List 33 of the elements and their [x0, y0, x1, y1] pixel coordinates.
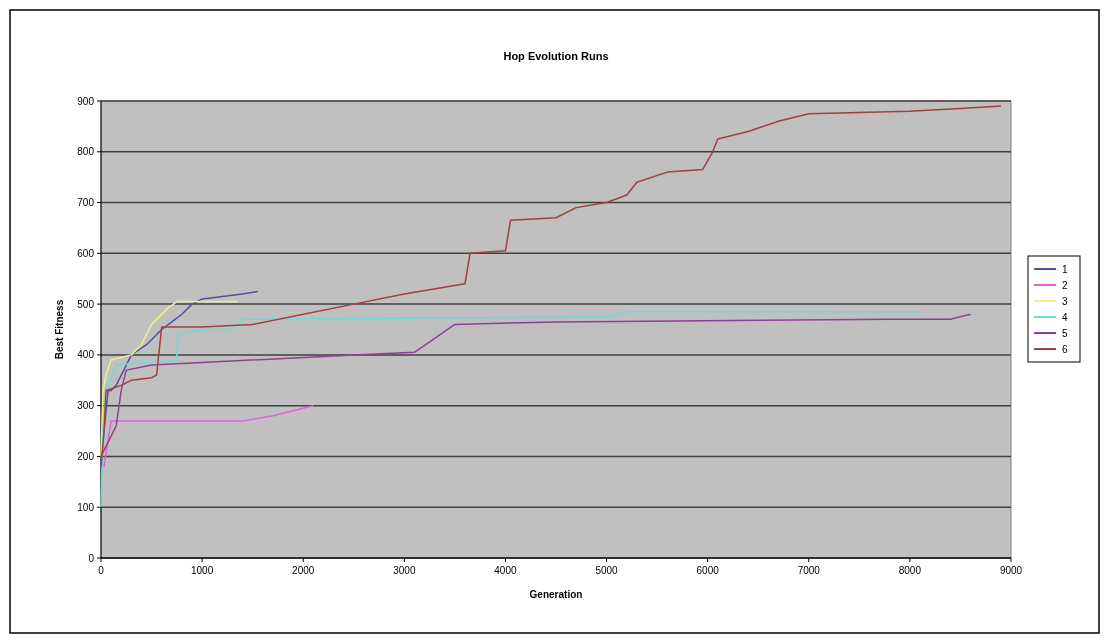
y-tick-label: 900	[77, 95, 95, 107]
x-tick-label: 6000	[696, 565, 720, 576]
x-tick-label: 5000	[595, 565, 619, 576]
legend-label: 4	[1062, 311, 1068, 323]
legend-label: 1	[1062, 263, 1068, 275]
y-tick-label: 200	[77, 450, 95, 462]
x-tick-label: 3000	[393, 565, 416, 576]
chart-title: Hop Evolution Runs	[503, 50, 609, 62]
x-tick-label: 4000	[494, 565, 517, 576]
x-tick-label: 0	[98, 565, 105, 576]
x-axis-title: Generation	[529, 589, 583, 600]
x-tick-label: 8000	[898, 565, 922, 576]
line-series	[100, 105, 1002, 468]
line-series	[100, 310, 921, 508]
y-tick-label: 800	[77, 146, 95, 158]
line-series	[100, 300, 239, 458]
x-tick-label: 7000	[797, 565, 821, 576]
legend-label: 6	[1062, 343, 1068, 355]
y-tick-label: 0	[88, 552, 95, 564]
legend-label: 3	[1062, 295, 1068, 307]
legend-label: 5	[1062, 327, 1068, 339]
y-tick-label: 100	[77, 501, 95, 513]
x-tick-label: 9000	[999, 565, 1023, 576]
line-series	[103, 404, 315, 468]
y-tick-label: 400	[77, 349, 95, 361]
y-tick-label: 700	[77, 197, 95, 209]
y-tick-label: 600	[77, 247, 95, 259]
y-axis-title: Best Fitness	[54, 299, 65, 360]
x-tick-label: 1000	[190, 565, 214, 576]
legend-label: 2	[1062, 279, 1068, 291]
y-tick-label: 500	[77, 298, 95, 310]
y-tick-label: 300	[77, 400, 95, 412]
x-tick-label: 2000	[292, 565, 315, 576]
